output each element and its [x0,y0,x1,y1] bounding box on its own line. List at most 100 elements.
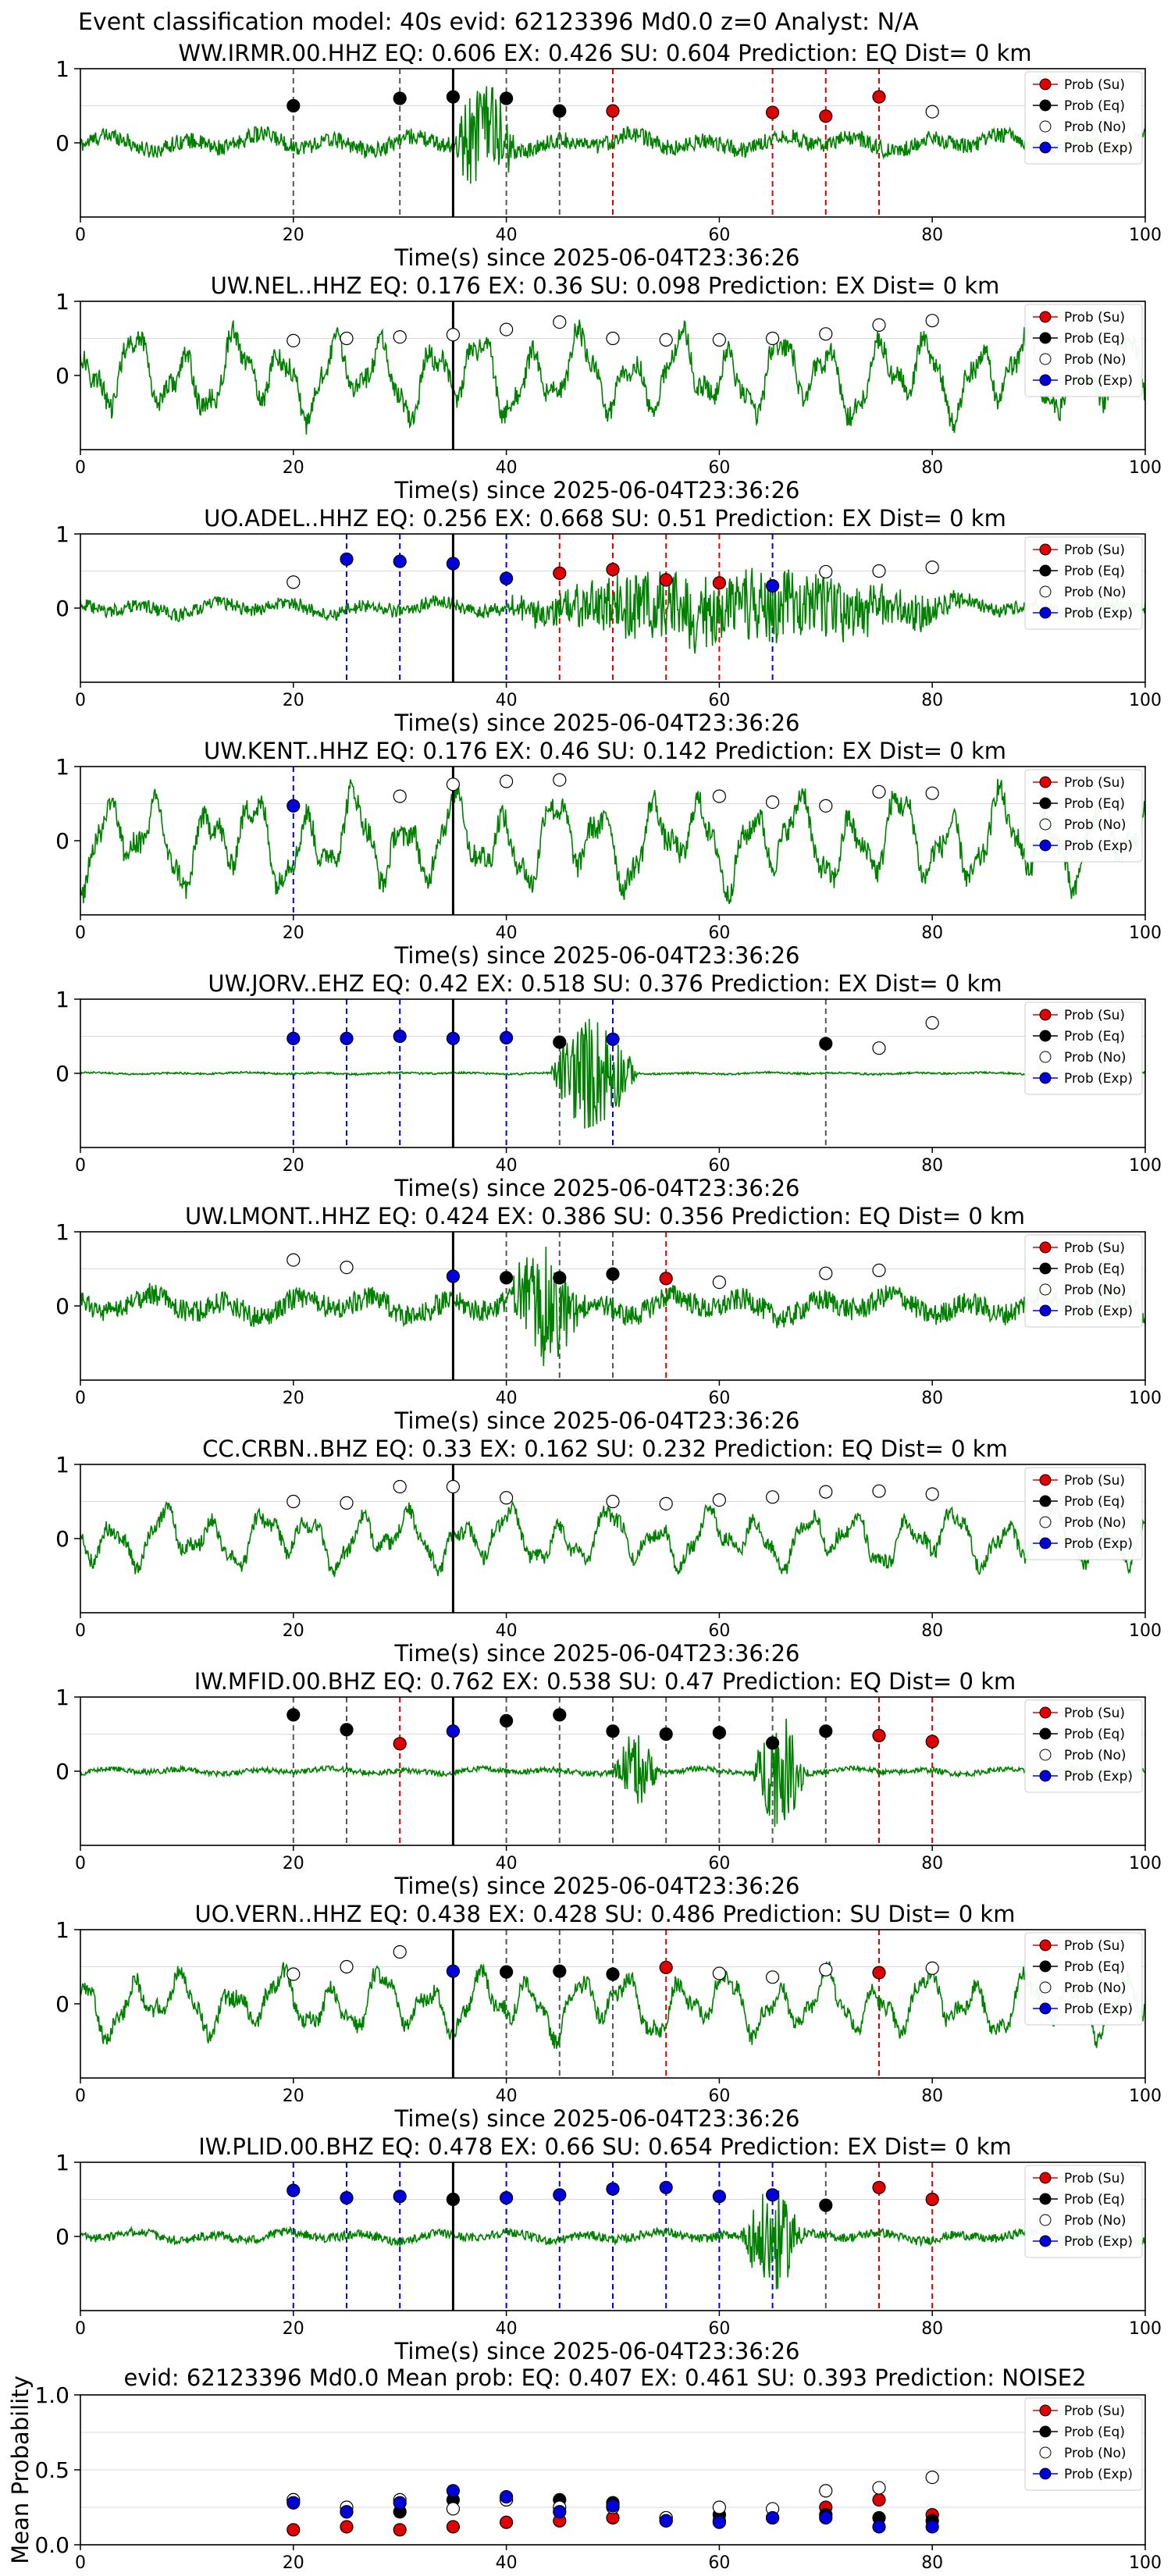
prob-point-no [819,327,833,341]
mean-point-su [393,2523,407,2537]
prob-point-eq [287,1708,301,1722]
x-tick-label: 60 [708,2553,730,2573]
prob-point-su [819,109,833,123]
x-tick-label: 0 [75,691,86,710]
prob-point-no [925,1487,939,1501]
y-tick-label: 1 [55,754,69,780]
x-tick-label: 100 [1129,1156,1162,1176]
prob-point-no [925,560,939,575]
prob-point-exp [446,1031,461,1045]
panel-title: UW.NEL..HHZ EQ: 0.176 EX: 0.36 SU: 0.098… [211,272,1000,299]
x-axis-label: Time(s) since 2025-06-04T23:36:26 [394,244,800,271]
prob-point-su [659,573,673,587]
mean-point-no [925,2471,939,2485]
mean-point-su [287,2523,301,2537]
prob-point-no [499,322,514,336]
x-tick-label: 20 [283,1854,304,1873]
prob-point-no [499,1491,514,1505]
panel-7-legend: Prob (Su) Prob (Eq) Prob (No) Prob (Exp) [1024,1467,1143,1560]
legend-marker-exp [1039,141,1052,154]
legend-label-exp: Prob (Exp) [1064,373,1133,389]
legend-label-eq: Prob (Eq) [1064,2192,1125,2208]
x-tick-label: 40 [496,1621,518,1641]
prob-point-no [819,1962,833,1976]
legend-marker-su [1039,1939,1052,1952]
prob-point-eq [765,1736,780,1750]
panel-title: IW.MFID.00.BHZ EQ: 0.762 EX: 0.538 SU: 0… [194,1668,1016,1695]
x-tick-label: 100 [1129,691,1162,710]
panel-4-legend: Prob (Su) Prob (Eq) Prob (No) Prob (Exp) [1024,769,1143,863]
x-tick-label: 20 [283,2319,304,2339]
prob-point-no [925,314,939,328]
legend-label-su: Prob (Su) [1064,2403,1125,2419]
prob-point-eq [553,1964,567,1978]
panel-2-legend: Prob (Su) Prob (Eq) Prob (No) Prob (Exp) [1024,304,1143,397]
legend-label-exp: Prob (Exp) [1064,2234,1133,2250]
y-tick-label: 1 [55,1452,69,1478]
legend-marker-eq [1039,797,1052,809]
x-tick-label: 40 [496,1156,518,1176]
x-axis-label: Time(s) since 2025-06-04T23:36:26 [394,2338,800,2364]
mean-point-exp [659,2514,673,2528]
legend-marker-eq [1039,332,1052,344]
panel-5-legend: Prob (Su) Prob (Eq) Prob (No) Prob (Exp) [1024,1002,1143,1095]
x-tick-label: 80 [921,458,943,478]
legend-label-su: Prob (Su) [1064,77,1125,93]
panel-3-legend: Prob (Su) Prob (Eq) Prob (No) Prob (Exp) [1024,536,1143,630]
x-tick-label: 40 [496,2087,518,2106]
legend-label-su: Prob (Su) [1064,1473,1125,1489]
x-tick-label: 20 [283,458,304,478]
prob-point-exp [765,2188,780,2202]
prob-point-exp [606,2182,620,2196]
legend-label-no: Prob (No) [1064,817,1127,833]
x-tick-label: 60 [708,2087,730,2106]
legend-marker-su [1039,543,1052,556]
prob-point-su [872,90,886,104]
x-tick-label: 80 [921,2087,943,2106]
legend-marker-eq [1039,1727,1052,1740]
x-tick-label: 100 [1129,2553,1162,2573]
legend-marker-su [1039,776,1052,788]
prob-point-exp [499,571,514,585]
prob-point-no [287,1967,301,1981]
panel-2: UW.NEL..HHZ EQ: 0.176 EX: 0.36 SU: 0.098… [55,272,1162,503]
legend-label-eq: Prob (Eq) [1064,331,1125,347]
panel-8-legend: Prob (Su) Prob (Eq) Prob (No) Prob (Exp) [1024,1699,1143,1793]
prob-point-eq [819,1037,833,1051]
panel-6: UW.LMONT..HHZ EQ: 0.424 EX: 0.386 SU: 0.… [55,1203,1162,1434]
legend-frame [1024,2397,1143,2491]
prob-point-exp [446,1269,461,1283]
x-tick-label: 80 [921,2319,943,2339]
y-tick-label: 1 [55,987,69,1012]
x-tick-label: 60 [708,1854,730,1873]
prob-point-exp [446,1724,461,1738]
prob-point-eq [553,1035,567,1049]
legend-label-exp: Prob (Exp) [1064,606,1133,621]
prob-point-no [659,1496,673,1510]
x-tick-label: 0 [75,923,86,943]
prob-point-no [340,1496,354,1510]
panel-1: WW.IRMR.00.HHZ EQ: 0.606 EX: 0.426 SU: 0… [55,40,1162,271]
legend-frame [1024,1234,1143,1328]
y-tick-label: 0 [55,828,69,854]
x-tick-label: 60 [708,923,730,943]
x-tick-label: 40 [496,1854,518,1873]
panel-10: IW.PLID.00.BHZ EQ: 0.478 EX: 0.66 SU: 0.… [55,2133,1162,2364]
panel-title: CC.CRBN..BHZ EQ: 0.33 EX: 0.162 SU: 0.23… [202,1436,1008,1462]
prob-point-no [553,315,567,329]
prob-point-su [925,1735,939,1749]
mean-point-exp [765,2510,780,2525]
legend-marker-su [1039,311,1052,323]
prob-point-exp [393,2190,407,2204]
x-tick-label: 40 [496,923,518,943]
x-tick-label: 20 [283,1156,304,1176]
legend-label-exp: Prob (Exp) [1064,1304,1133,1319]
x-tick-label: 80 [921,1621,943,1641]
prob-point-no [872,564,886,578]
legend-label-no: Prob (No) [1064,585,1127,600]
prob-point-no [925,1961,939,1975]
legend-frame [1024,1467,1143,1560]
prob-point-exp [446,1964,461,1978]
prob-point-no [446,777,461,792]
prob-point-no [446,328,461,342]
